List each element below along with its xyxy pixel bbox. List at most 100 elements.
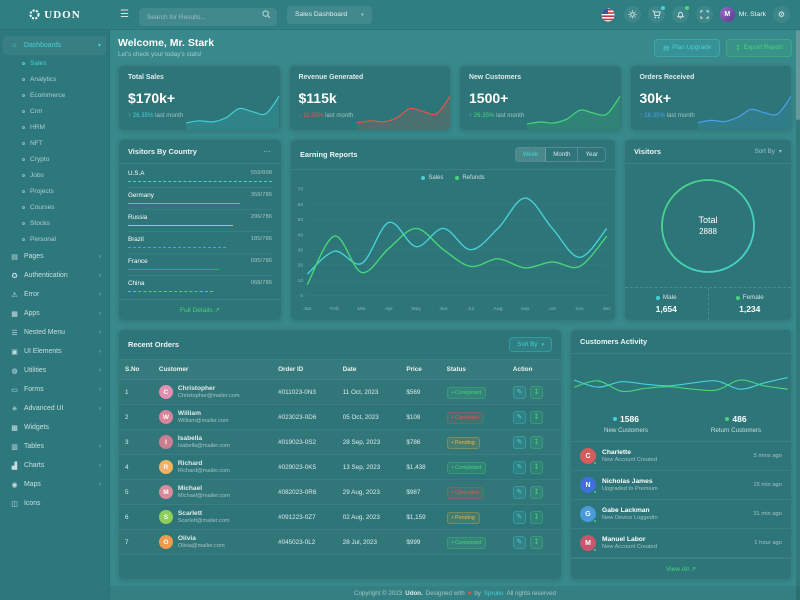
sidebar-subitem-hrm[interactable]: HRM: [0, 119, 109, 135]
settings-gear-icon[interactable]: ⚙: [773, 6, 790, 23]
kpi-card[interactable]: Revenue Generated $115k ↓ 11.35% last mo…: [288, 65, 451, 131]
edit-icon[interactable]: ✎: [512, 510, 526, 524]
download-icon[interactable]: ↧: [529, 385, 543, 399]
sidebar-item-error[interactable]: ⚠ Error ›: [0, 285, 109, 304]
edit-icon[interactable]: ✎: [512, 385, 526, 399]
column-header-s-no: S.No: [119, 360, 153, 380]
view-all-link[interactable]: View All ↗: [571, 558, 791, 579]
activity-list-item[interactable]: M Manuel Labor New Account Created 1 hour…: [571, 529, 791, 558]
order-table-row[interactable]: 2 W William William@mailer.com #023023-0D…: [119, 404, 561, 430]
order-table-row[interactable]: 6 S Scarlett Scarlett@mailer.com #091223-…: [119, 504, 561, 530]
sidebar-item-authentication[interactable]: ✪ Authentication ›: [0, 266, 109, 285]
activity-list-item[interactable]: G Gabe Lackman New Device LoggedIn 31 min…: [571, 500, 791, 529]
sidebar-subitem-label: Sales: [30, 59, 47, 67]
full-details-link[interactable]: Full Details ↗: [119, 299, 281, 320]
sidebar-item-charts[interactable]: ▟ Charts ›: [0, 456, 109, 475]
page-scrollbar[interactable]: [796, 30, 800, 600]
more-options-icon[interactable]: ⋯: [263, 147, 272, 156]
dashboard-selector[interactable]: Sales Dashboard ▾: [286, 5, 372, 24]
app-logo[interactable]: UDON: [0, 9, 110, 21]
edit-icon[interactable]: ✎: [512, 460, 526, 474]
sidebar-subitem-analytics[interactable]: Analytics: [0, 71, 109, 87]
chevron-icon: ›: [99, 253, 101, 260]
order-table-row[interactable]: 4 R Richard Richard@mailer.com #029023-0K…: [119, 454, 561, 480]
fullscreen-icon[interactable]: [695, 6, 713, 23]
language-flag-icon[interactable]: [600, 6, 617, 23]
sidebar-subitem-ecommerce[interactable]: Ecommerce: [0, 87, 109, 103]
kpi-card[interactable]: Total Sales $170k+ ↑ 26.35% last month: [118, 65, 281, 131]
download-icon[interactable]: ↧: [529, 510, 543, 524]
sidebar-item-dashboards[interactable]: ⌂ Dashboards ▾: [3, 36, 106, 55]
edit-icon[interactable]: ✎: [512, 535, 526, 549]
sidebar-item-maps[interactable]: ◉ Maps ›: [0, 475, 109, 494]
sidebar-item-label: Pages: [24, 253, 44, 260]
sidebar-subitem-projects[interactable]: Projects: [0, 183, 109, 199]
search-icon[interactable]: [262, 9, 271, 19]
theme-toggle-icon[interactable]: [623, 6, 641, 23]
sidebar-item-utilities[interactable]: ◍ Utilities ›: [0, 361, 109, 380]
orders-sortby-dropdown[interactable]: Sort By ▾: [509, 337, 552, 352]
sidebar-item-apps[interactable]: ▦ Apps ›: [0, 304, 109, 323]
tab-month[interactable]: Month: [546, 148, 579, 161]
sidebar-item-ui-elements[interactable]: ▣ UI Elements ›: [0, 342, 109, 361]
sidebar-item-nested-menu[interactable]: ☰ Nested Menu ›: [0, 323, 109, 342]
sidebar-subitem-jobs[interactable]: Jobs: [0, 167, 109, 183]
tab-week[interactable]: Week: [515, 148, 547, 161]
sidebar-item-forms[interactable]: ▭ Forms ›: [0, 380, 109, 399]
activity-avatar: M: [580, 535, 597, 552]
bullet-icon: [22, 221, 25, 225]
kpi-sparkline-chart: [697, 96, 791, 130]
sidebar-subitem-label: Crypto: [30, 155, 50, 163]
sidebar-item-icons[interactable]: ◫ Icons: [0, 494, 109, 513]
order-table-row[interactable]: 3 I Isabella Isabella@mailer.com #019023-…: [119, 429, 561, 455]
edit-icon[interactable]: ✎: [512, 485, 526, 499]
activity-time: 31 min ago: [753, 511, 782, 517]
online-status-dot: [592, 518, 597, 523]
sidebar-subitem-stocks[interactable]: Stocks: [0, 215, 109, 231]
sidebar-subitem-nft[interactable]: NFT: [0, 135, 109, 151]
kpi-card[interactable]: Orders Received 30k+ ↑ 16.35% last month: [629, 65, 792, 131]
customer-avatar: C: [158, 385, 173, 399]
country-name: China: [128, 280, 145, 287]
cart-icon[interactable]: [647, 6, 665, 23]
export-report-button[interactable]: ↧ Export Report: [726, 38, 792, 57]
sidebar-item-widgets[interactable]: ▩ Widgets: [0, 418, 109, 437]
order-table-row[interactable]: 1 C Christopher Christopher@mailer.com #0…: [119, 379, 561, 405]
download-icon[interactable]: ↧: [529, 460, 543, 474]
sidebar-item-icon: ◫: [11, 500, 18, 508]
sidebar-subitem-personal[interactable]: Personal: [0, 231, 109, 247]
download-icon[interactable]: ↧: [529, 535, 543, 549]
activity-list-item[interactable]: N Nicholas James Upgraded to Premium 15 m…: [571, 471, 791, 500]
edit-icon[interactable]: ✎: [512, 410, 526, 424]
download-icon[interactable]: ↧: [529, 485, 543, 499]
visitors-sortby-dropdown[interactable]: Sort By ▾: [754, 148, 782, 155]
sidebar-item-pages[interactable]: ▤ Pages ›: [0, 247, 109, 266]
order-table-row[interactable]: 7 O Olivia Olivia@mailer.com #045023-0L2 …: [119, 529, 561, 555]
order-id: #019023-0S2: [272, 429, 337, 455]
notifications-bell-icon[interactable]: [671, 6, 689, 23]
sidebar-item-tables[interactable]: ▥ Tables ›: [0, 437, 109, 456]
menu-toggle-icon[interactable]: ☰: [120, 9, 129, 20]
sidebar-subitem-crm[interactable]: Crm: [0, 103, 109, 119]
order-table-row[interactable]: 5 M Michael Michael@mailer.com #082023-0R…: [119, 479, 561, 505]
sidebar-subitem-courses[interactable]: Courses: [0, 199, 109, 215]
chevron-down-icon: ▾: [541, 341, 544, 348]
tab-year[interactable]: Year: [585, 151, 598, 158]
download-icon[interactable]: ↧: [529, 435, 543, 449]
user-profile-menu[interactable]: M Mr. Stark: [719, 7, 766, 22]
logo-icon: [29, 9, 40, 20]
activity-list-item[interactable]: C Charlette New Account Created 5 mins ag…: [571, 442, 791, 471]
spruko-link[interactable]: Spruko: [483, 589, 504, 597]
edit-icon[interactable]: ✎: [512, 435, 526, 449]
sidebar-item-advanced-ui[interactable]: ✳ Advanced UI ›: [0, 399, 109, 418]
kpi-card[interactable]: New Customers 1500+ ↑ 26.35% last month: [459, 65, 622, 131]
legend-label-sales: Sales: [428, 175, 444, 181]
plan-upgrade-button[interactable]: ▤ Plan Upgrade: [654, 38, 721, 57]
chevron-icon: ›: [99, 481, 101, 488]
search-input[interactable]: [138, 8, 277, 26]
page-title: Welcome, Mr. Stark: [118, 37, 215, 49]
download-icon[interactable]: ↧: [529, 410, 543, 424]
sidebar-subitem-crypto[interactable]: Crypto: [0, 151, 109, 167]
status-badge: • Pending: [446, 436, 480, 449]
sidebar-subitem-sales[interactable]: Sales: [0, 55, 109, 71]
